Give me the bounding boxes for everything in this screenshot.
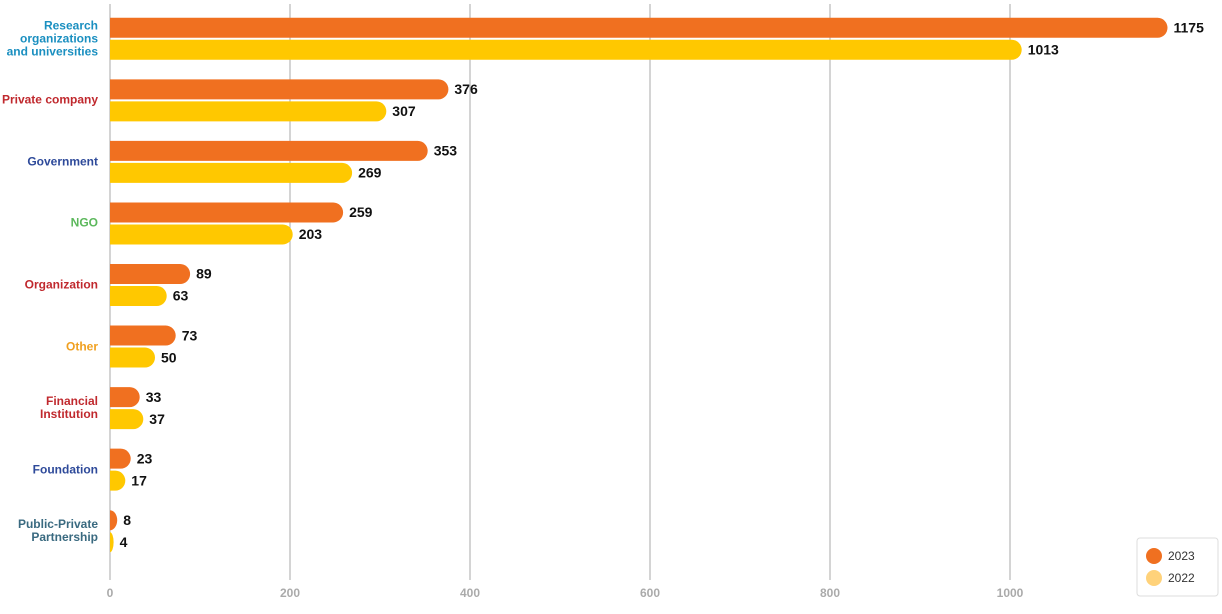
bar <box>110 264 191 284</box>
x-tick-label: 1000 <box>997 586 1024 600</box>
bar <box>110 347 155 368</box>
bar <box>110 79 449 100</box>
value-label: 50 <box>161 349 177 365</box>
bar <box>110 325 176 346</box>
bar <box>110 17 1168 38</box>
legend-label: 2022 <box>1168 571 1195 585</box>
legend-swatch <box>1146 570 1162 586</box>
bar <box>110 387 140 408</box>
value-label: 203 <box>299 226 323 242</box>
value-label: 23 <box>137 450 153 466</box>
x-tick-label: 400 <box>460 586 480 600</box>
category-label: Other <box>65 339 98 354</box>
bar <box>110 510 118 531</box>
bar <box>110 470 126 491</box>
value-label: 376 <box>454 81 478 97</box>
category-label: NGO <box>70 215 98 230</box>
value-label: 73 <box>182 327 198 343</box>
bar <box>110 101 387 122</box>
value-label: 269 <box>358 165 382 181</box>
x-tick-label: 200 <box>280 586 300 600</box>
bar <box>110 162 353 183</box>
value-label: 353 <box>434 143 458 159</box>
bar <box>110 140 428 161</box>
bar <box>110 409 144 430</box>
legend-box <box>1136 537 1219 597</box>
value-label: 4 <box>120 534 128 550</box>
bar <box>110 224 293 245</box>
legend-label: 2023 <box>1168 549 1195 563</box>
category-label: Research organizations and universities <box>6 18 98 59</box>
value-label: 63 <box>173 288 189 304</box>
x-tick-label: 800 <box>820 586 840 600</box>
value-label: 33 <box>146 389 162 405</box>
bar <box>110 39 1022 60</box>
category-label: Foundation <box>32 462 98 477</box>
value-label: 307 <box>392 103 416 119</box>
bar <box>110 532 114 553</box>
bar <box>110 448 131 469</box>
value-label: 17 <box>131 472 147 488</box>
value-label: 259 <box>349 204 373 220</box>
value-label: 1013 <box>1028 41 1059 57</box>
category-label: Organization <box>24 277 98 292</box>
category-label: Public-Private Partnership <box>17 517 98 545</box>
value-label: 1175 <box>1174 19 1205 35</box>
bar <box>110 202 344 223</box>
bar <box>110 286 167 306</box>
x-tick-label: 600 <box>640 586 660 600</box>
legend-swatch <box>1146 548 1162 564</box>
category-label: Financial Institution <box>40 394 98 422</box>
category-label: Private company <box>1 92 98 107</box>
value-label: 89 <box>196 266 212 282</box>
x-tick-label: 0 <box>107 586 114 600</box>
value-label: 8 <box>123 512 131 528</box>
category-label: Government <box>27 154 98 169</box>
value-label: 37 <box>149 411 165 427</box>
